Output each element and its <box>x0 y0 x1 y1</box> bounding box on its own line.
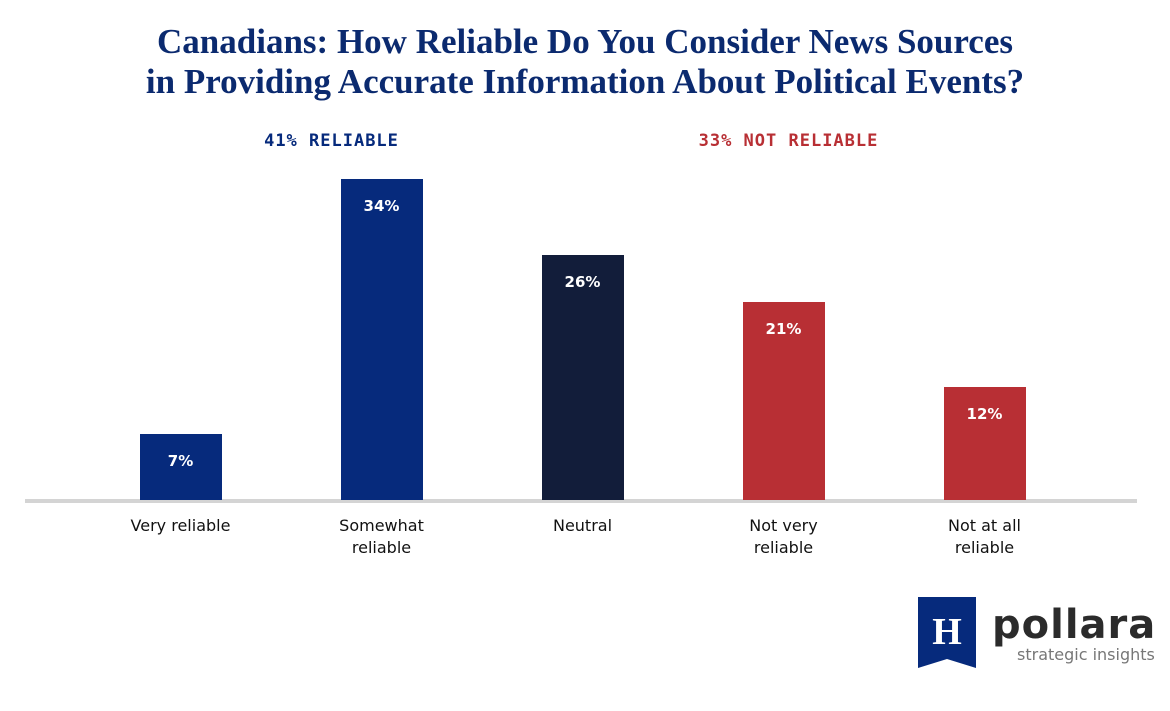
x-tick-label: Not very reliable <box>749 516 818 557</box>
bar <box>943 386 1026 500</box>
bar <box>340 179 423 500</box>
chart-title: Canadians: How Reliable Do You Consider … <box>157 22 1013 61</box>
logo-mark: H <box>932 611 962 653</box>
x-tick-label: Somewhat reliable <box>339 516 424 557</box>
x-tick-label: Very reliable <box>130 516 231 535</box>
value-label: 34% <box>363 197 400 215</box>
value-label: 12% <box>966 404 1003 423</box>
logo-tagline: strategic insights <box>1017 645 1155 664</box>
value-label: 26% <box>564 272 601 291</box>
annotation: 41% RELIABLE <box>264 131 399 151</box>
chart-subtitle: in Providing Accurate Information About … <box>145 62 1025 101</box>
value-label: 21% <box>765 319 802 338</box>
bar <box>139 433 222 500</box>
value-label: 7% <box>167 451 194 470</box>
x-tick-label: Not at all reliable <box>948 516 1021 557</box>
bar <box>541 254 624 500</box>
x-tick-label: Neutral <box>552 516 613 535</box>
bar <box>742 301 825 500</box>
logo-icon: H <box>918 597 976 668</box>
logo-name: pollara <box>992 602 1157 648</box>
annotation: 33% NOT RELIABLE <box>698 131 879 151</box>
baseline <box>25 499 1137 503</box>
